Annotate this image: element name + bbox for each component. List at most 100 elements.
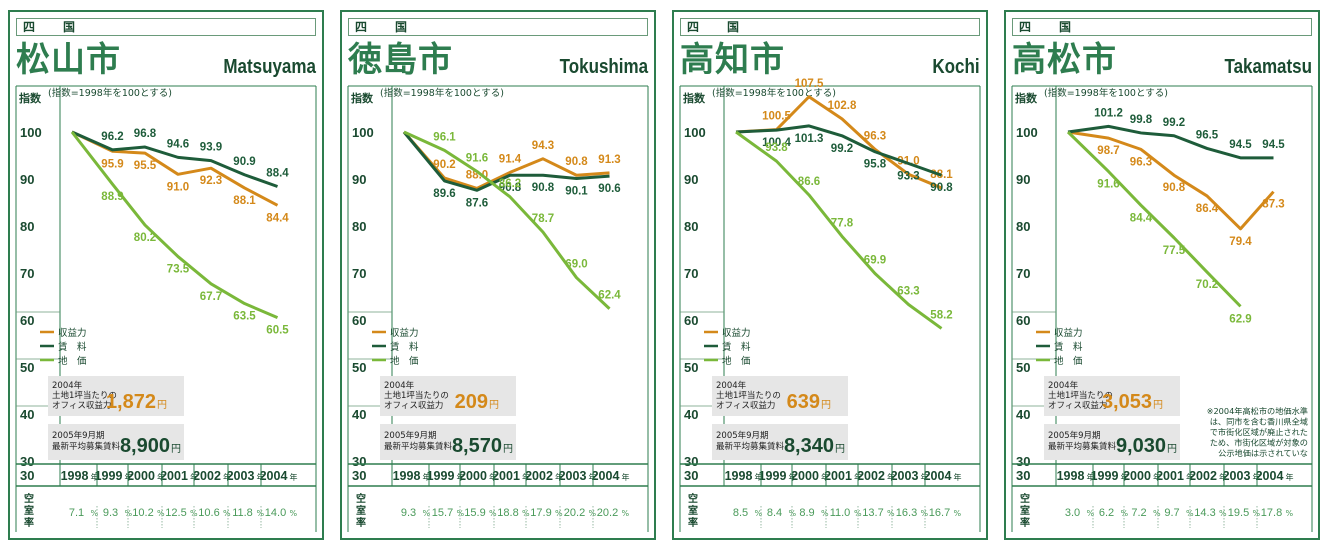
- x-tick-label: 1999: [95, 469, 123, 483]
- vacancy-unit: %: [589, 509, 597, 518]
- y-tick-label: 100: [20, 125, 42, 140]
- year-suffix: 年: [622, 472, 630, 482]
- footnote-line: 公示地価は示されていな: [1218, 448, 1308, 458]
- vacancy-unit: %: [457, 509, 465, 518]
- vacancy-unit: %: [954, 509, 962, 518]
- vacancy-cell: 15.7%: [432, 507, 465, 519]
- year-suffix: 年: [1219, 472, 1227, 482]
- series-line-income: [402, 131, 610, 190]
- vacancy-value: 9.7: [1164, 507, 1179, 519]
- city-name-en: Kochi: [932, 56, 980, 78]
- rent-box-title: 2005年9月期: [1048, 430, 1101, 441]
- vacancy-value: 11.8: [232, 507, 253, 519]
- income-box-title: 土地1坪当たりの: [52, 390, 117, 401]
- line-chart: 指数 (指数=1998年を100とする) 30 40 50 60 70 80 90 100 収益力賃…: [347, 85, 649, 532]
- vacancy-unit: %: [91, 509, 99, 518]
- legend-label: 賃 料: [58, 341, 87, 353]
- income-value: 1,872: [106, 391, 156, 413]
- income-box-title: オフィス収益力: [384, 400, 443, 411]
- region-label: 四 国: [348, 18, 648, 36]
- y-tick-label: 30: [20, 454, 34, 469]
- vacancy-row-label: 室: [688, 504, 698, 517]
- vacancy-row-label: 率: [688, 516, 698, 529]
- data-label-land: 91.6: [1097, 178, 1119, 190]
- x-tick-year: 1998 年: [61, 469, 99, 483]
- x-tick-label: 2000: [791, 469, 819, 483]
- y-tick-label: 30: [1016, 468, 1030, 483]
- x-tick-year: 2002 年: [1189, 469, 1227, 483]
- data-label-land: 62.4: [598, 290, 621, 302]
- legend-label: 収益力: [722, 327, 751, 339]
- vacancy-cell: 17.8%: [1261, 507, 1294, 519]
- vacancy-value: 16.3: [896, 507, 917, 519]
- vacancy-unit: %: [789, 509, 797, 518]
- data-label-rent: 89.6: [433, 188, 455, 200]
- vacancy-unit: %: [157, 509, 165, 518]
- data-label-income: 92.3: [200, 175, 222, 187]
- data-label-rent: 99.2: [1163, 117, 1185, 129]
- data-label-rent: 90.8: [532, 182, 555, 194]
- y-tick-label: 30: [684, 468, 698, 483]
- data-label-rent: 100.4: [762, 137, 791, 149]
- legend-rent: 賃 料: [1036, 341, 1083, 353]
- vacancy-value: 7.2: [1131, 507, 1146, 519]
- vacancy-cell: 12.5%: [165, 507, 198, 519]
- x-tick-label: 2001: [1156, 469, 1184, 483]
- data-label-income: 95.5: [134, 160, 157, 172]
- index-note: (指数=1998年を100とする): [1044, 87, 1168, 99]
- year-suffix: 年: [157, 472, 165, 482]
- vacancy-cell: 9.3%: [103, 507, 133, 519]
- data-label-rent: 87.6: [466, 197, 488, 209]
- income-unit: 円: [157, 400, 167, 411]
- data-label-land: 84.4: [1130, 212, 1153, 224]
- x-tick-year: 2004 年: [924, 469, 962, 483]
- vacancy-value: 8.4: [767, 507, 782, 519]
- year-suffix: 年: [887, 472, 895, 482]
- vacancy-unit: %: [887, 509, 895, 518]
- y-tick-label: 90: [684, 172, 698, 187]
- vacancy-cell: 14.3%: [1194, 507, 1227, 519]
- vacancy-cell: 15.9%: [464, 507, 497, 519]
- y-tick-label: 30: [684, 454, 698, 469]
- data-label-income: 84.4: [266, 212, 289, 224]
- x-tick-label: 2003: [227, 469, 255, 483]
- vacancy-value: 15.9: [464, 507, 485, 519]
- income-unit: 円: [821, 400, 831, 411]
- y-tick-label: 60: [20, 313, 34, 328]
- rent-box-title: 2005年9月期: [716, 430, 769, 441]
- x-tick-label: 2004: [592, 469, 620, 483]
- y-tick-label: 70: [684, 266, 698, 281]
- x-tick-label: 2002: [193, 469, 221, 483]
- income-box-title: 2004年: [52, 380, 83, 391]
- data-label-rent: 99.8: [1130, 114, 1153, 126]
- vacancy-cell: 20.2%: [597, 507, 630, 519]
- vacancy-value: 14.0: [265, 507, 286, 519]
- data-label-rent: 88.4: [266, 168, 289, 180]
- x-tick-year: 2000 年: [1123, 469, 1161, 483]
- data-label-rent: 94.5: [1229, 139, 1252, 151]
- line-chart: 指数 (指数=1998年を100とする) 30 40 50 60 70 80 90 100 収益力賃…: [15, 85, 317, 532]
- y-tick-label: 90: [20, 172, 34, 187]
- legend-label: 地 価: [390, 355, 419, 367]
- index-axis-label: 指数: [683, 91, 706, 105]
- data-label-income: 88.1: [233, 195, 256, 207]
- vacancy-unit: %: [1121, 509, 1129, 518]
- vacancy-value: 13.7: [862, 507, 883, 519]
- vacancy-value: 20.2: [597, 507, 618, 519]
- x-tick-label: 2004: [924, 469, 952, 483]
- year-suffix: 年: [91, 472, 99, 482]
- x-tick-label: 2000: [127, 469, 155, 483]
- rent-unit: 円: [503, 444, 513, 455]
- data-label-rent: 101.3: [795, 133, 824, 145]
- data-label-land: 63.5: [233, 311, 256, 323]
- data-label-land: 93.8: [765, 142, 788, 154]
- vacancy-cell: 8.4%: [767, 507, 797, 519]
- footnote-line: で市街化区域が廃止された: [1210, 427, 1308, 437]
- x-tick-year: 2002 年: [525, 469, 563, 483]
- data-label-rent: 90.6: [598, 183, 620, 195]
- vacancy-unit: %: [125, 509, 133, 518]
- legend-label: 賃 料: [1054, 341, 1083, 353]
- vacancy-unit: %: [423, 509, 431, 518]
- x-tick-label: 2000: [1123, 469, 1151, 483]
